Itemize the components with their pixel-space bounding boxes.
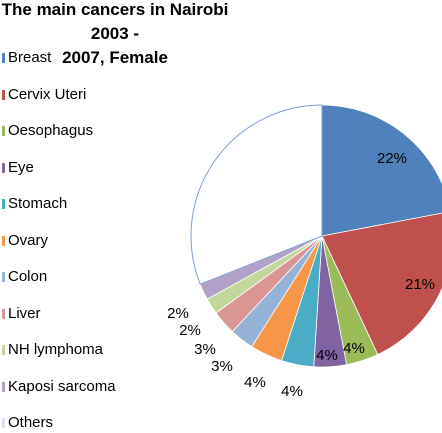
legend-swatch	[2, 381, 5, 392]
legend-swatch	[2, 308, 5, 319]
slice-data-label: 4%	[316, 347, 338, 364]
legend-label: Liver	[8, 304, 41, 322]
legend-label: Eye	[8, 158, 34, 176]
legend-label: Cervix Uteri	[8, 85, 87, 103]
legend-swatch	[2, 89, 5, 100]
legend-item: Stomach	[2, 194, 67, 214]
slice-data-label: 21%	[405, 276, 435, 293]
legend-item: NH lymphoma	[2, 340, 103, 360]
chart-title-line-1: The main cancers in Nairobi 2003 -	[1, 0, 229, 43]
legend-label: Oesophagus	[8, 122, 94, 139]
slice-data-label: 22%	[377, 150, 407, 167]
legend-item: Breast	[2, 48, 51, 68]
legend-item: Kaposi sarcoma	[2, 377, 116, 397]
legend-label: NH lymphoma	[8, 341, 104, 358]
legend-label: Stomach	[8, 195, 68, 212]
chart-title-line-2: 2007, Female	[62, 48, 168, 67]
legend-item: Liver	[2, 304, 41, 324]
legend-swatch	[2, 53, 5, 64]
slice-data-label: 3%	[211, 358, 233, 375]
legend-item: Oesophagus	[2, 121, 93, 141]
legend-label: Ovary	[8, 231, 49, 249]
chart-title: The main cancers in Nairobi 2003 - 2007,…	[0, 0, 230, 70]
legend-item: Colon	[2, 267, 47, 287]
legend-label: Breast	[8, 49, 52, 66]
slice-data-label: 3%	[194, 341, 216, 358]
pie-slice	[321, 104, 442, 237]
legend-item: Eye	[2, 158, 34, 178]
legend-swatch	[2, 235, 5, 246]
slice-data-label: 2%	[167, 305, 189, 322]
legend-swatch	[2, 345, 5, 356]
pie-slice	[190, 104, 323, 285]
slice-data-label: 4%	[244, 374, 266, 391]
legend-item: Cervix Uteri	[2, 85, 86, 105]
legend-item: Ovary	[2, 231, 48, 251]
slice-data-label: 4%	[281, 383, 303, 400]
legend-swatch	[2, 272, 5, 283]
legend-label: Colon	[8, 268, 48, 285]
slice-data-label: 2%	[179, 322, 201, 339]
legend-swatch	[2, 162, 5, 173]
legend-label: Kaposi sarcoma	[8, 377, 116, 395]
chart-legend: Breast Cervix Uteri Oesophagus Eye Stomach Ov…	[0, 0, 200, 431]
legend-swatch	[2, 418, 5, 429]
legend-swatch	[2, 126, 5, 137]
slice-data-label: 4%	[343, 340, 365, 357]
pie-slice	[321, 212, 442, 356]
legend-swatch	[2, 199, 5, 210]
